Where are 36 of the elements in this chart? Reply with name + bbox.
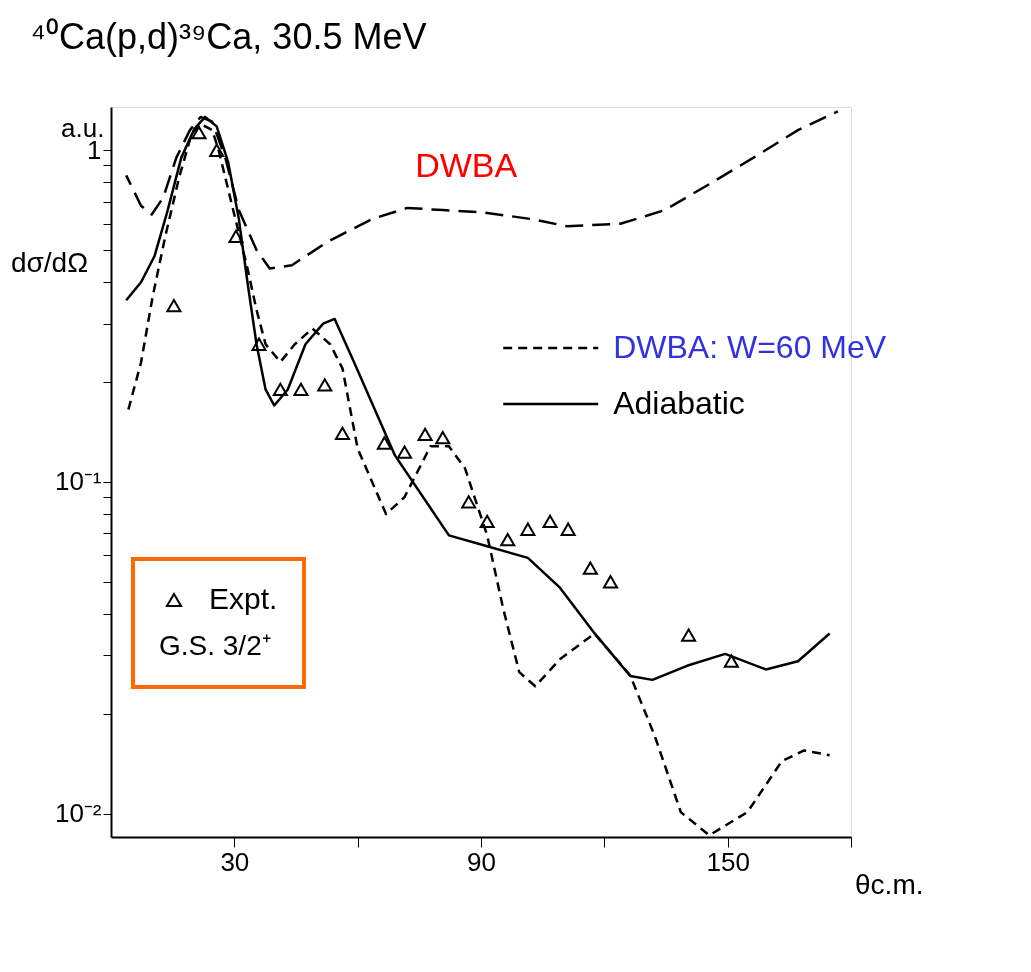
legend-label: Adiabatic xyxy=(613,384,745,421)
point xyxy=(479,514,495,529)
point xyxy=(435,430,451,445)
point xyxy=(166,298,182,313)
chart-title: ⁴⁰Ca(p,d)³⁹Ca, 30.5 MeV xyxy=(30,16,427,57)
annotation: DWBA xyxy=(415,146,518,184)
point xyxy=(334,426,350,441)
point xyxy=(397,445,413,459)
point xyxy=(602,575,619,589)
y-tick-label: 10⁻² xyxy=(54,798,102,829)
point xyxy=(376,436,392,450)
point xyxy=(228,229,244,243)
point xyxy=(191,125,207,140)
x-axis-title: θc.m. xyxy=(855,868,924,900)
legend-label: DWBA: W=60 MeV xyxy=(613,328,887,365)
legend-label: Expt. xyxy=(209,582,278,615)
point xyxy=(582,561,598,575)
point xyxy=(461,495,477,509)
point xyxy=(723,654,739,668)
legend-title: G.S. 3/2⁺ xyxy=(159,630,271,661)
point xyxy=(251,337,267,351)
point xyxy=(560,522,576,536)
point xyxy=(317,378,333,392)
y-axis-title: dσ/dΩ xyxy=(10,246,89,278)
point xyxy=(209,143,225,157)
y-tick-label: 10⁻¹ xyxy=(54,466,102,497)
point xyxy=(500,532,516,547)
point xyxy=(542,514,558,529)
point xyxy=(293,382,309,397)
point xyxy=(417,427,433,442)
x-tick-label: 150 xyxy=(706,846,750,877)
x-tick-label: 30 xyxy=(220,846,250,877)
point xyxy=(681,628,697,642)
point xyxy=(520,522,536,536)
x-tick-label: 90 xyxy=(467,846,496,877)
point xyxy=(272,382,288,397)
